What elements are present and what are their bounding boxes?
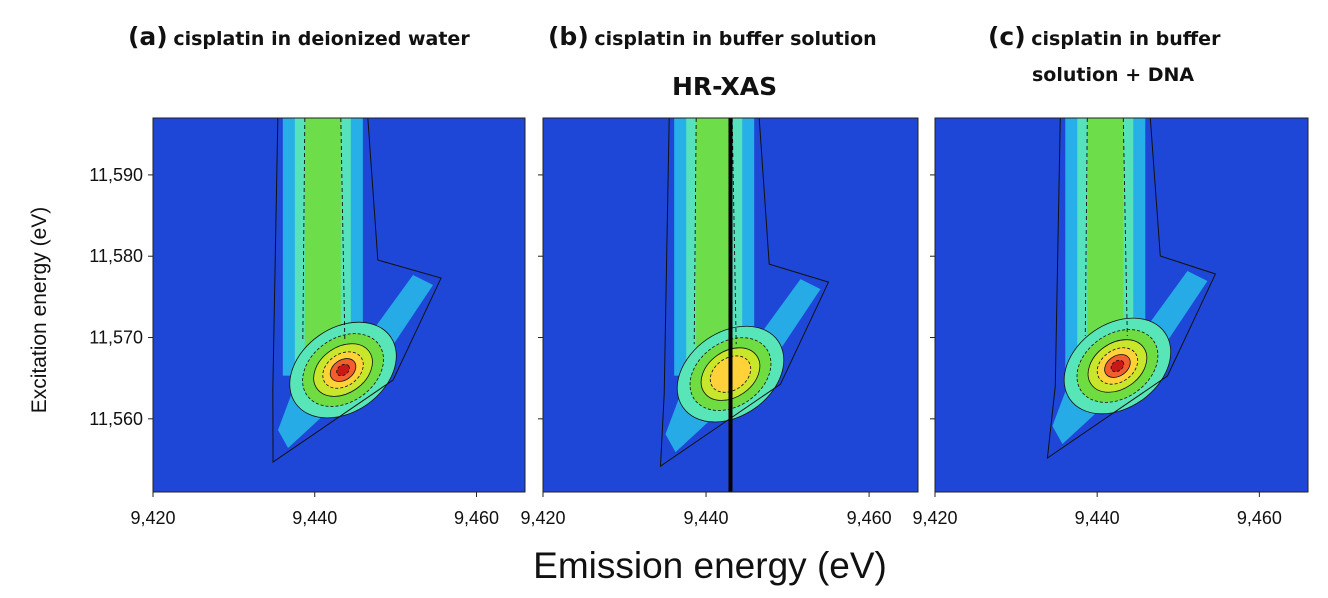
panel-b-band-contour — [693, 118, 737, 345]
panel-a-peak-contour-6 — [336, 363, 350, 377]
panel-a-y-tick-label: 11,570 — [89, 328, 143, 348]
panel-c-letter: (c) — [988, 22, 1026, 51]
panel-b-x-tick-label: 9,460 — [847, 508, 892, 528]
panel-a-x-tick-label: 9,420 — [130, 508, 175, 528]
panel-c-band-contour — [1084, 118, 1128, 336]
panel-b-outer-contour — [659, 118, 830, 468]
panel-c-peak-contour-6 — [1110, 359, 1125, 373]
panel-c-frame — [934, 117, 1309, 493]
panel-a-x-tick-label: 9,460 — [454, 508, 499, 528]
panel-c-outer-contour — [1046, 118, 1217, 460]
panel-a-band-contour — [302, 118, 346, 341]
panel-a-title-text: cisplatin in deionized water — [173, 28, 470, 50]
x-axis-label: Emission energy (eV) — [533, 545, 887, 586]
panel-a-y-tick-label: 11,580 — [89, 246, 143, 266]
panel-c-x-tick-label: 9,440 — [1075, 508, 1120, 528]
panel-c-x-tick-label: 9,460 — [1237, 508, 1282, 528]
panel-b-x-tick-label: 9,420 — [520, 508, 565, 528]
panel-b-x-tick-label: 9,440 — [684, 508, 729, 528]
panel-a-title: (a) cisplatin in deionized water — [128, 22, 470, 51]
panel-c-heatmap — [935, 118, 1308, 492]
panel-c-title-text: cisplatin in buffer — [1031, 28, 1221, 50]
panel-c-x-tick-label: 9,420 — [912, 508, 957, 528]
panel-a-x-tick-label: 9,440 — [292, 508, 337, 528]
panel-c-title: (c) cisplatin in buffer — [988, 22, 1220, 51]
panel-b-frame — [542, 117, 919, 493]
hr-xas-label: HR-XAS — [672, 72, 778, 101]
panel-b-title-text: cisplatin in buffer solution — [594, 28, 877, 50]
panel-a-heatmap — [153, 118, 525, 492]
panel-a-y-tick-label: 11,590 — [89, 165, 143, 185]
panel-a-outer-contour — [272, 118, 442, 463]
panel-a-y-tick-label: 11,560 — [89, 409, 143, 429]
panel-a-letter: (a) — [128, 22, 168, 51]
panel-c-title-line2: solution + DNA — [1032, 64, 1195, 86]
panel-b-letter: (b) — [548, 22, 589, 51]
panel-b-title: (b) cisplatin in buffer solution — [548, 22, 877, 51]
panel-a-frame — [152, 117, 526, 493]
